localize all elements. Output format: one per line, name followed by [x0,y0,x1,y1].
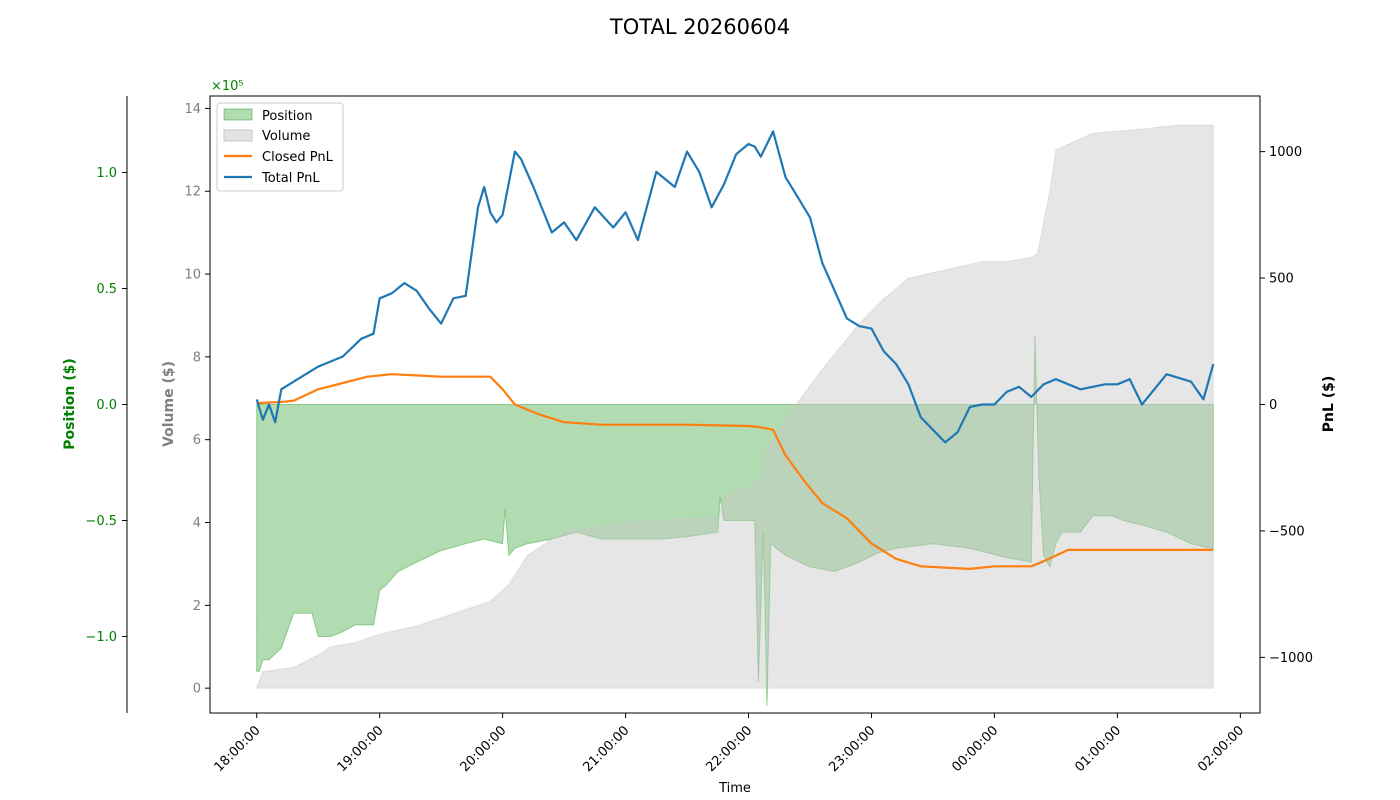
legend-swatch-volume [223,129,253,142]
x-tick-label: 00:00:00 [949,723,1001,775]
legend: Position Volume Closed PnL Total PnL [216,102,344,192]
volume-tick-label: 4 [193,516,201,531]
pnl-tick-label: −500 [1269,524,1305,539]
x-tick-label: 19:00:00 [335,723,387,775]
line-total-pnl [255,130,1215,444]
pnl-tick-label: 500 [1269,272,1294,287]
legend-label-position: Position [262,109,313,124]
pnl-tick-label: 1000 [1269,145,1302,160]
pnl-tick-label: −1000 [1269,651,1313,666]
position-tick-label: 0.0 [96,398,117,413]
volume-tick-label: 0 [193,682,201,697]
pnl-axis: −1000 −500 0 500 1000 [1260,145,1313,666]
x-tick-label: 20:00:00 [458,723,510,775]
legend-label-total-pnl: Total PnL [261,171,320,186]
area-position [256,334,1214,707]
position-area-layer [256,334,1214,707]
legend-box [216,102,344,192]
volume-tick-label: 14 [184,102,201,117]
x-tick-label: 22:00:00 [703,723,755,775]
position-tick-label: −1.0 [85,630,117,645]
x-tick-label: 18:00:00 [212,723,264,775]
volume-axis-label: Volume ($) [161,361,177,447]
x-axis: 18:00:00 19:00:00 20:00:00 21:00:00 22:00:00… [212,713,1247,775]
position-tick-label: 1.0 [96,166,117,181]
legend-label-closed-pnl: Closed PnL [262,150,334,165]
volume-area-layer [256,124,1214,689]
volume-axis: 0 2 4 6 8 10 12 14 [184,102,210,697]
position-axis: −1.0 −0.5 0.0 0.5 1.0 [85,166,127,645]
area-volume [256,124,1214,689]
x-tick-label: 21:00:00 [581,723,633,775]
plot-area [255,124,1215,707]
pnl-tick-label: 0 [1269,398,1277,413]
position-tick-label: 0.5 [96,282,117,297]
volume-tick-label: 12 [184,185,201,200]
x-tick-label: 02:00:00 [1195,723,1247,775]
x-tick-label: 01:00:00 [1072,723,1124,775]
x-axis-label: Time [718,781,751,796]
position-tick-label: −0.5 [85,514,117,529]
closed-pnl-layer [256,373,1214,571]
volume-tick-label: 10 [184,268,201,283]
line-closed-pnl [256,373,1214,571]
chart-title: TOTAL 20260604 [609,15,790,39]
volume-tick-label: 2 [193,599,201,614]
total-pnl-layer [255,130,1215,444]
volume-offset-text: ×10⁵ [211,79,244,94]
x-tick-label: 23:00:00 [826,723,878,775]
pnl-axis-label: PnL ($) [1321,376,1337,433]
volume-tick-label: 6 [193,433,201,448]
legend-swatch-position [223,108,253,121]
position-axis-label: Position ($) [62,358,78,450]
volume-tick-label: 8 [193,350,201,365]
legend-label-volume: Volume [262,129,310,144]
